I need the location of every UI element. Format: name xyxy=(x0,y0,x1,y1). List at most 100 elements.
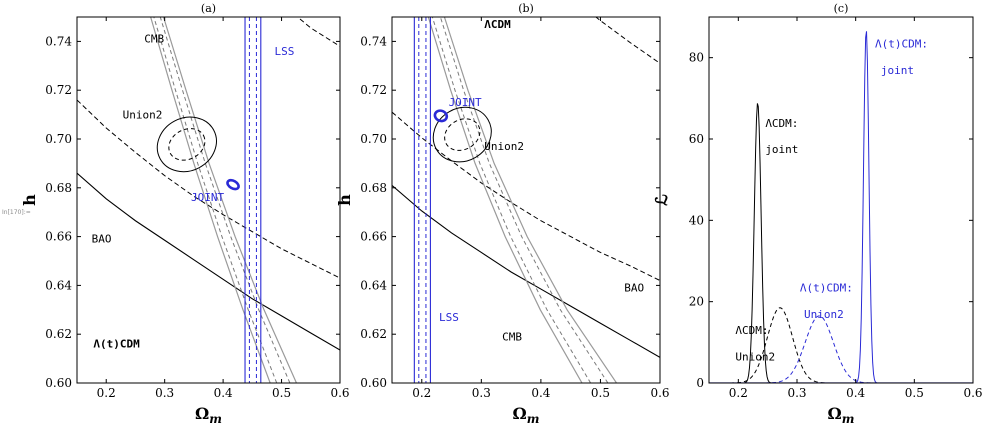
label-union2: Union2 xyxy=(484,140,524,153)
label-union2: Union2 xyxy=(123,108,163,121)
x-axis-label: Ωm xyxy=(513,404,540,426)
cmb-contour xyxy=(439,17,609,383)
x-axis-label-subscript: m xyxy=(209,412,222,426)
y-axis-label: h xyxy=(335,194,354,206)
x-tick-label: 0.6 xyxy=(650,386,669,400)
label-joint: JOINT xyxy=(449,96,482,109)
label-lcdm_joint_1: ΛCDM: xyxy=(765,117,798,130)
x-axis-label-subscript: m xyxy=(527,412,540,426)
y-axis-label: h xyxy=(20,194,39,206)
label-bao: BAO xyxy=(624,282,644,295)
y-tick-label: 40 xyxy=(689,213,704,227)
plot-frame xyxy=(76,16,341,384)
label-lss: LSS xyxy=(275,45,295,58)
union2-contour-outer xyxy=(432,106,492,163)
x-tick-label: 0.5 xyxy=(591,386,610,400)
label-joint: JOINT xyxy=(191,191,224,204)
bao-dashed-contour xyxy=(77,99,340,279)
y-tick-label: 0.66 xyxy=(360,230,387,244)
plot-frame xyxy=(391,16,661,384)
plot-frame xyxy=(708,16,974,384)
label-ltcdm_union2_1: Λ(t)CDM: xyxy=(800,282,853,295)
joint-contour xyxy=(433,109,449,123)
y-tick-label: 0.68 xyxy=(360,181,387,195)
y-tick-label: 0.60 xyxy=(45,376,72,390)
y-tick-label: 0.72 xyxy=(360,83,387,97)
plot-area xyxy=(77,17,340,383)
label-lss: LSS xyxy=(439,311,459,324)
x-tick-label: 0.2 xyxy=(729,386,748,400)
likelihood-series xyxy=(709,103,973,383)
y-tick-label: 0.62 xyxy=(45,327,72,341)
x-tick-label: 0.3 xyxy=(155,386,174,400)
y-tick-label: 0.72 xyxy=(45,83,72,97)
panel-title: (a) xyxy=(201,2,216,15)
cmb-contour xyxy=(162,17,298,383)
panel-a: (a) 0.2 0.3 0.4 0.5 0.6 0.60 0.62 0.64 0.66 0.68 0.… xyxy=(20,2,350,426)
y-tick-label: 0.70 xyxy=(45,132,72,146)
plot-area xyxy=(709,31,973,383)
y-tick-label: 0.68 xyxy=(45,181,72,195)
bao-contour xyxy=(392,184,660,358)
label-ltcdm_joint_1: Λ(t)CDM: xyxy=(875,38,928,51)
x-tick-label: 0.4 xyxy=(214,386,233,400)
x-axis-label-symbol: Ω xyxy=(828,404,842,423)
x-tick-label: 0.5 xyxy=(905,386,924,400)
y-tick-label: 60 xyxy=(689,132,704,146)
x-tick-label: 0.5 xyxy=(272,386,291,400)
label-bao: BAO xyxy=(92,233,112,246)
cmb-contour xyxy=(159,17,291,383)
label-cmb: CMB xyxy=(502,330,522,343)
x-tick-label: 0.6 xyxy=(963,386,982,400)
y-tick-label: 80 xyxy=(689,51,704,65)
label-model: ΛCDM xyxy=(484,18,511,31)
label-lcdm_union2_2: Union2 xyxy=(735,351,775,364)
y-tick-label: 0.62 xyxy=(360,327,387,341)
bao-dashed-contour-upper xyxy=(296,17,340,47)
x-axis-label-symbol: Ω xyxy=(513,404,527,423)
joint-contour xyxy=(226,178,240,191)
y-tick-label: 0.60 xyxy=(360,376,387,390)
label-lcdm_union2_1: ΛCDM: xyxy=(735,324,768,337)
x-tick-label: 0.6 xyxy=(330,386,349,400)
x-tick-label: 0.2 xyxy=(97,386,116,400)
x-tick-label: 0.4 xyxy=(846,386,865,400)
x-tick-label: 0.4 xyxy=(531,386,550,400)
x-tick-label: 0.2 xyxy=(412,386,431,400)
y-tick-label: 0.74 xyxy=(45,34,72,48)
y-tick-label: 0.74 xyxy=(360,34,387,48)
bao-dashed-contour-upper xyxy=(595,17,660,64)
x-axis-label: Ωm xyxy=(828,404,855,426)
cmb-contour xyxy=(443,17,618,383)
y-tick-label: 0.64 xyxy=(360,278,387,292)
union2-contour-inner xyxy=(444,118,481,151)
x-axis-label: Ωm xyxy=(195,404,222,426)
plot-area xyxy=(392,17,660,383)
label-cmb: CMB xyxy=(144,33,164,46)
y-tick-label: 0.64 xyxy=(45,278,72,292)
label-model: Λ(t)CDM xyxy=(93,338,140,351)
input-prompt-label: In[170]:= xyxy=(2,209,31,216)
cmb-contour xyxy=(427,17,583,383)
x-axis-label-subscript: m xyxy=(842,412,855,426)
label-lcdm_joint_2: joint xyxy=(765,143,798,156)
y-tick-label: 20 xyxy=(689,295,704,309)
panel-title: (b) xyxy=(518,2,534,15)
x-tick-label: 0.3 xyxy=(472,386,491,400)
panel-b: (b) 0.2 0.3 0.4 0.5 0.6 0.60 0.62 0.64 0.66 0.68 0.… xyxy=(335,2,670,426)
cmb-contour xyxy=(153,17,278,383)
panel-title: (c) xyxy=(834,2,849,15)
y-axis-label: ℒ xyxy=(652,194,671,206)
x-tick-label: 0.3 xyxy=(787,386,806,400)
y-tick-label: 0 xyxy=(696,376,704,390)
union2-contour-outer xyxy=(156,116,217,173)
cmb-contour xyxy=(431,17,592,383)
y-tick-label: 0.70 xyxy=(360,132,387,146)
label-ltcdm_union2_2: Union2 xyxy=(804,308,844,321)
cmb-contour xyxy=(150,17,271,383)
x-axis-label-symbol: Ω xyxy=(195,404,209,423)
panel-c: (c) 0.2 0.3 0.4 0.5 0.6 0 20 40 60 80 Ωm ℒ ΛCDM: joint… xyxy=(652,2,983,426)
label-ltcdm_joint_2: joint xyxy=(881,64,914,77)
bao-dashed-contour xyxy=(392,111,660,281)
